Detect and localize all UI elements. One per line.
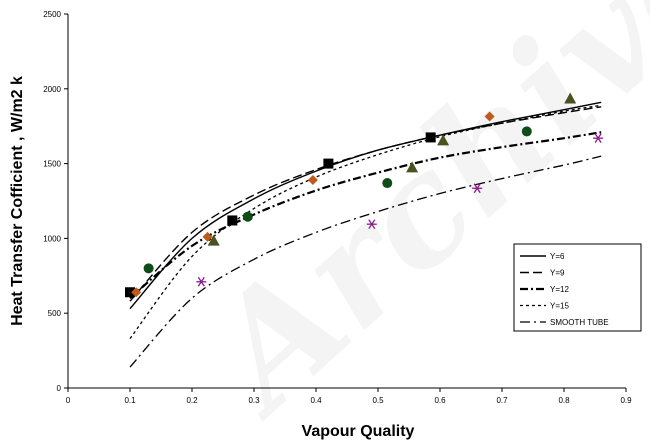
data-point-smooth-tube bbox=[472, 183, 483, 194]
x-tick-label: 0.5 bbox=[372, 396, 384, 405]
x-tick-label: 0.2 bbox=[186, 396, 198, 405]
legend-label-y-6: Y=6 bbox=[550, 252, 565, 261]
x-axis-title: Vapour Quality bbox=[302, 423, 415, 440]
plot-area: 0 0.1 0.2 0.3 0.4 0.5 0.6 0.7 0.8 0.9 0 500 1000 1500… bbox=[43, 10, 632, 405]
y-tick-label: 2500 bbox=[43, 10, 61, 19]
y-tick-label: 1500 bbox=[43, 160, 61, 169]
legend-label-smooth-tube: SMOOTH TUBE bbox=[550, 318, 609, 327]
data-point-y-12 bbox=[521, 126, 532, 137]
data-point-y-9 bbox=[131, 287, 142, 298]
data-point-smooth-tube bbox=[593, 133, 604, 144]
data-point-smooth-tube-stroke bbox=[473, 183, 481, 194]
data-point-smooth-tube-stroke bbox=[197, 276, 205, 287]
data-point-smooth-tube bbox=[196, 276, 207, 287]
data-point-y-12 bbox=[143, 263, 154, 274]
series-line-y-15 bbox=[129, 104, 602, 339]
data-point-y-9 bbox=[202, 231, 213, 242]
data-point-y-15 bbox=[437, 134, 450, 146]
data-point-smooth-tube bbox=[366, 219, 377, 230]
data-point-y-6 bbox=[125, 287, 135, 298]
data-point-y-6 bbox=[227, 215, 238, 226]
x-tick-label: 0.8 bbox=[558, 396, 570, 405]
x-tick-label: 0.9 bbox=[620, 396, 632, 405]
x-tick-label: 0 bbox=[66, 396, 71, 405]
data-point-smooth-tube-stroke bbox=[594, 133, 602, 144]
data-point-y-12 bbox=[382, 178, 393, 189]
y-tick-label: 500 bbox=[48, 309, 62, 318]
data-point-y-15 bbox=[564, 92, 577, 104]
data-point-y-9 bbox=[307, 175, 318, 186]
series-line-smooth-tube bbox=[129, 155, 602, 368]
y-axis-title: Heat Transfer Cofficient , W/m2 k bbox=[9, 76, 26, 326]
data-point-y-12 bbox=[242, 211, 253, 222]
legend-label-y-15: Y=15 bbox=[550, 302, 569, 311]
x-tick-label: 0.1 bbox=[124, 396, 136, 405]
y-tick-label: 0 bbox=[57, 384, 62, 393]
data-point-smooth-tube-stroke bbox=[368, 219, 376, 230]
legend: Y=6 Y=9 Y=12 Y=15 SMOOTH TUBE bbox=[513, 243, 642, 332]
y-tick-label: 1000 bbox=[43, 234, 61, 243]
y-tick-label: 2000 bbox=[43, 85, 61, 94]
data-point-y-9 bbox=[484, 111, 495, 122]
x-tick-label: 0.3 bbox=[248, 396, 260, 405]
legend-label-y-12: Y=12 bbox=[550, 285, 569, 294]
x-tick-label: 0.7 bbox=[496, 396, 508, 405]
x-tick-label: 0.6 bbox=[434, 396, 446, 405]
legend-box bbox=[513, 243, 642, 332]
data-point-y-15 bbox=[406, 161, 419, 173]
watermark: Archive of SID bbox=[169, 0, 650, 445]
legend-label-y-9: Y=9 bbox=[550, 269, 565, 278]
data-point-y-6 bbox=[323, 158, 334, 169]
series-line-y-9 bbox=[129, 106, 602, 302]
x-tick-label: 0.4 bbox=[310, 396, 322, 405]
data-point-y-6 bbox=[425, 132, 436, 143]
data-point-y-15 bbox=[207, 234, 220, 246]
